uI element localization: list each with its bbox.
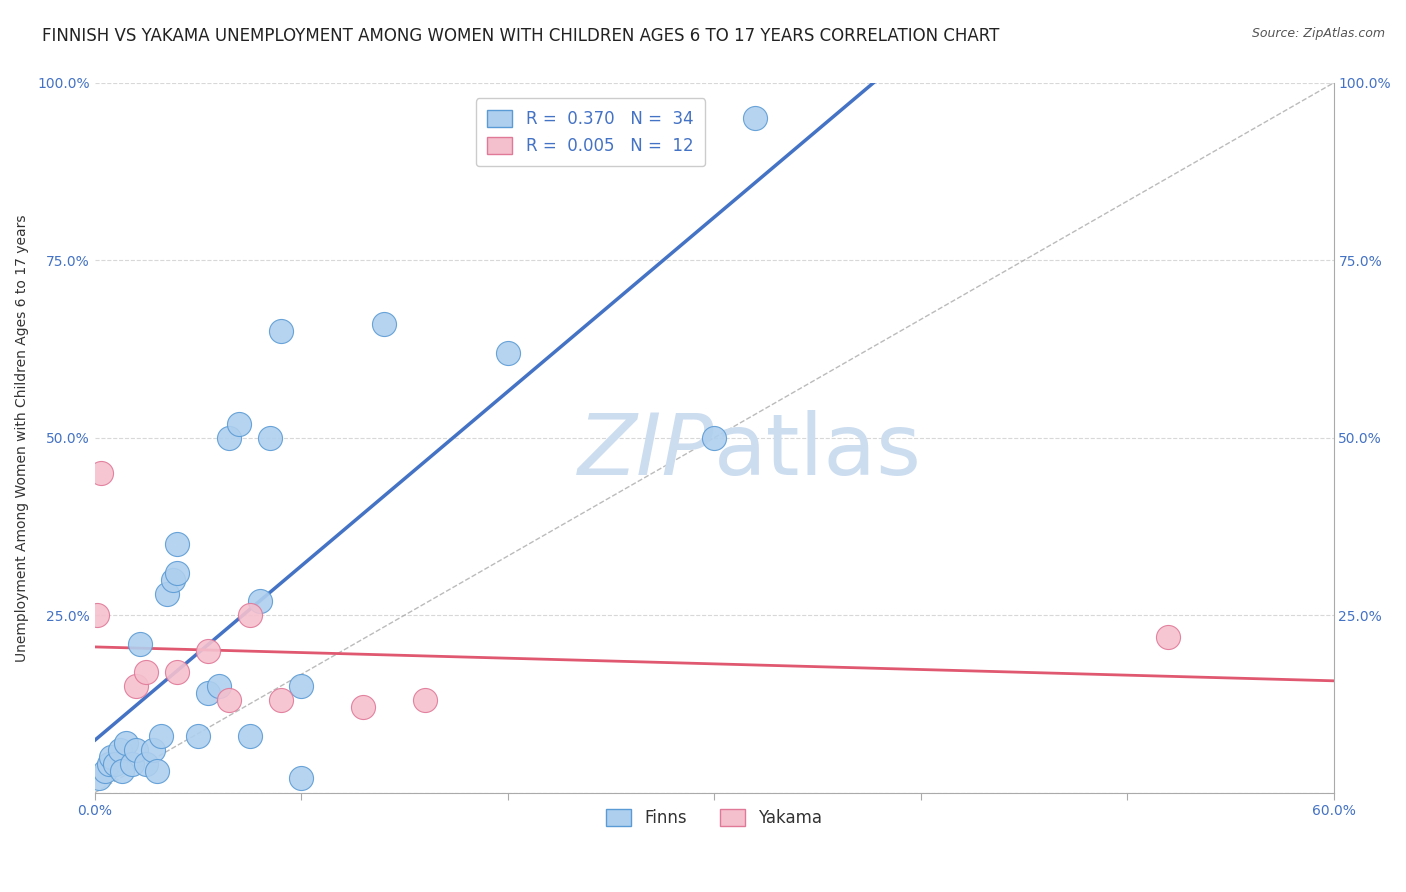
Point (218, 431, 240, 445)
Point (166, 665, 188, 679)
Point (135, 665, 157, 679)
Point (162, 573, 184, 587)
Point (270, 693, 292, 707)
Point (104, 757, 127, 772)
Point (125, 743, 148, 757)
Point (1157, 630, 1180, 644)
Point (125, 679, 148, 693)
Point (108, 743, 131, 757)
Point (166, 566, 188, 580)
Point (135, 757, 157, 772)
Point (187, 729, 209, 743)
Point (86, 608, 108, 623)
Point (290, 772, 312, 786)
Point (90, 467, 112, 481)
Point (413, 693, 436, 707)
Point (239, 729, 262, 743)
Point (166, 537, 188, 551)
Point (98, 757, 121, 772)
Point (142, 743, 165, 757)
Y-axis label: Unemployment Among Women with Children Ages 6 to 17 years: Unemployment Among Women with Children A… (15, 214, 30, 662)
Point (129, 637, 152, 651)
Text: FINNISH VS YAKAMA UNEMPLOYMENT AMONG WOMEN WITH CHILDREN AGES 6 TO 17 YEARS CORR: FINNISH VS YAKAMA UNEMPLOYMENT AMONG WOM… (42, 27, 1000, 45)
Point (197, 643, 219, 657)
Point (496, 345, 519, 359)
Point (259, 431, 281, 445)
Point (145, 764, 167, 779)
Point (218, 693, 240, 707)
Point (703, 431, 725, 445)
Legend: Finns, Yakama: Finns, Yakama (599, 803, 830, 834)
Text: atlas: atlas (714, 410, 922, 493)
Point (100, 750, 122, 764)
Point (373, 318, 395, 332)
Point (270, 324, 292, 338)
Point (111, 764, 134, 779)
Point (249, 594, 271, 608)
Point (94, 764, 117, 779)
Point (208, 679, 231, 693)
Point (121, 757, 143, 772)
Text: Source: ZipAtlas.com: Source: ZipAtlas.com (1251, 27, 1385, 40)
Point (352, 700, 374, 714)
Point (744, 112, 766, 126)
Point (114, 736, 136, 750)
Text: ZIP: ZIP (578, 410, 714, 493)
Point (156, 587, 179, 601)
Point (87, 772, 110, 786)
Point (290, 679, 312, 693)
Point (239, 608, 262, 623)
Point (228, 417, 250, 431)
Point (149, 729, 172, 743)
Point (197, 686, 219, 700)
